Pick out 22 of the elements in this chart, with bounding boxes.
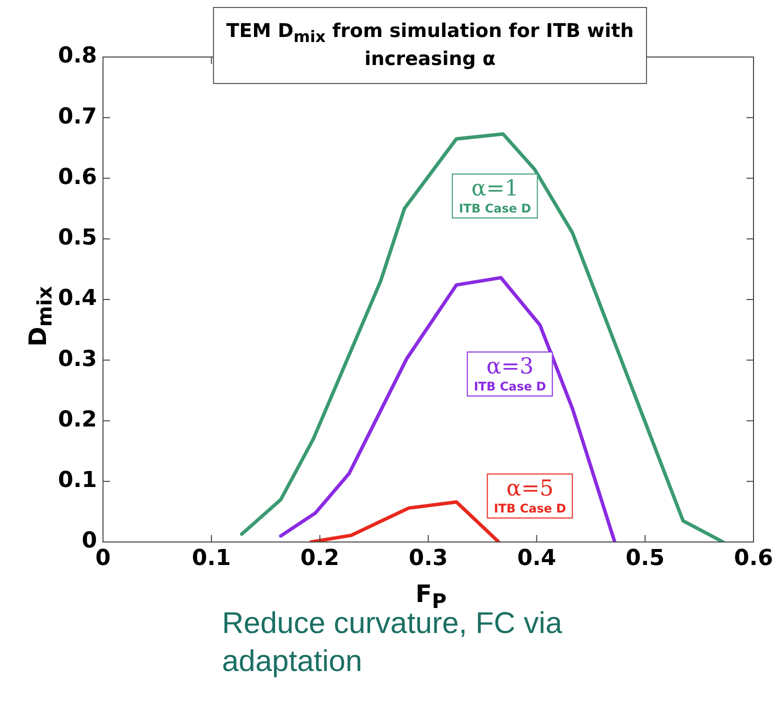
x-tick-label: 0.4 (517, 546, 556, 571)
y-tick-label: 0.8 (58, 44, 97, 69)
y-tick-label: 0.3 (58, 346, 97, 372)
y-tick-label: 0.4 (58, 286, 97, 312)
x-tick-label: 0.5 (626, 546, 665, 571)
annotation: ITB Case D (458, 202, 532, 216)
series-label: α=1 (470, 176, 520, 202)
y-tick-label: 0.1 (58, 468, 97, 494)
x-tick-label: 0.6 (734, 546, 774, 571)
series-label: α=5 (505, 476, 555, 502)
y-tick-label: 0.6 (58, 164, 97, 190)
annotation: ITB Case D (494, 502, 566, 516)
series-label: α=3 (485, 354, 535, 380)
y-tick-label: 0.5 (58, 226, 97, 251)
x-tick-label: 0.3 (408, 546, 448, 571)
y-tick-label: 0.2 (58, 407, 97, 432)
x-tick-label: 0.1 (192, 546, 231, 571)
chart-title: TEM D$_{mix}$ from simulation for ITB with increasing α (225, 18, 635, 72)
x-tick-label: 0.2 (300, 546, 340, 571)
annotation: ITB Case D (474, 380, 546, 394)
y-tick-label: 0.7 (58, 104, 97, 130)
y-tick-label: 0 (82, 528, 97, 554)
